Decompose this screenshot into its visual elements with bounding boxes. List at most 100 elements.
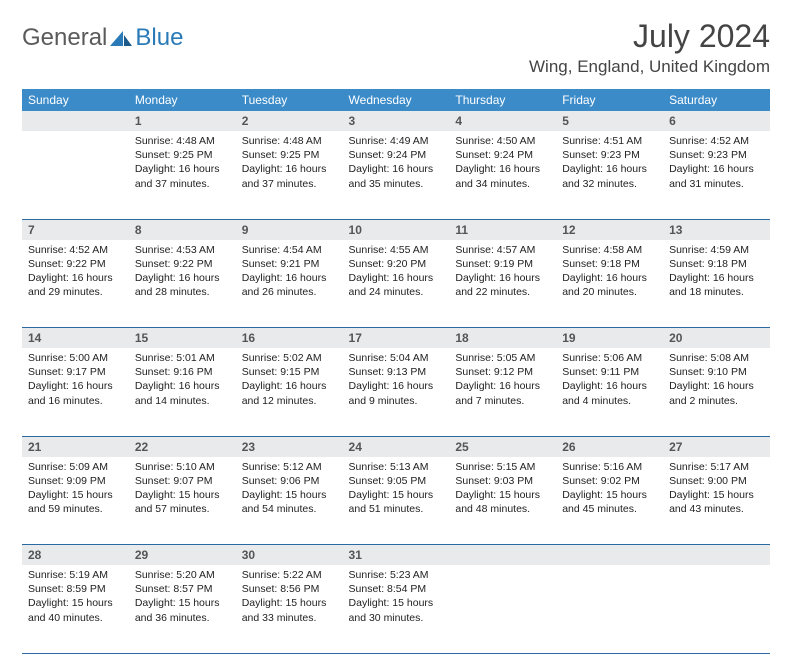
day-details: Sunrise: 5:23 AMSunset: 8:54 PMDaylight:…: [343, 565, 450, 631]
day-cell: [663, 565, 770, 653]
week-row: Sunrise: 5:00 AMSunset: 9:17 PMDaylight:…: [22, 348, 770, 436]
day-details: Sunrise: 4:49 AMSunset: 9:24 PMDaylight:…: [343, 131, 450, 197]
day-number: 26: [556, 436, 663, 457]
calendar-table: Sunday Monday Tuesday Wednesday Thursday…: [22, 89, 770, 654]
day-details: Sunrise: 4:58 AMSunset: 9:18 PMDaylight:…: [556, 240, 663, 306]
day-cell: Sunrise: 5:01 AMSunset: 9:16 PMDaylight:…: [129, 348, 236, 436]
day-details: Sunrise: 5:09 AMSunset: 9:09 PMDaylight:…: [22, 457, 129, 523]
day-cell: Sunrise: 5:15 AMSunset: 9:03 PMDaylight:…: [449, 457, 556, 545]
day-number: 19: [556, 328, 663, 349]
day-details: Sunrise: 5:00 AMSunset: 9:17 PMDaylight:…: [22, 348, 129, 414]
day-number: 1: [129, 111, 236, 131]
brand-text-blue: Blue: [135, 24, 183, 52]
day-details: Sunrise: 5:16 AMSunset: 9:02 PMDaylight:…: [556, 457, 663, 523]
day-details: Sunrise: 5:04 AMSunset: 9:13 PMDaylight:…: [343, 348, 450, 414]
day-number: 13: [663, 219, 770, 240]
day-number: 20: [663, 328, 770, 349]
day-number: 22: [129, 436, 236, 457]
day-header-row: Sunday Monday Tuesday Wednesday Thursday…: [22, 89, 770, 111]
day-number: 27: [663, 436, 770, 457]
day-cell: Sunrise: 5:00 AMSunset: 9:17 PMDaylight:…: [22, 348, 129, 436]
day-number: 6: [663, 111, 770, 131]
week-row: Sunrise: 4:52 AMSunset: 9:22 PMDaylight:…: [22, 240, 770, 328]
day-number: 25: [449, 436, 556, 457]
day-header: Saturday: [663, 89, 770, 111]
day-details: Sunrise: 5:02 AMSunset: 9:15 PMDaylight:…: [236, 348, 343, 414]
day-number: 16: [236, 328, 343, 349]
day-cell: Sunrise: 5:19 AMSunset: 8:59 PMDaylight:…: [22, 565, 129, 653]
day-number: 28: [22, 545, 129, 566]
day-number: [449, 545, 556, 566]
day-number: 14: [22, 328, 129, 349]
day-number: 23: [236, 436, 343, 457]
day-cell: [556, 565, 663, 653]
day-cell: Sunrise: 4:49 AMSunset: 9:24 PMDaylight:…: [343, 131, 450, 219]
daynum-row: 14151617181920: [22, 328, 770, 349]
week-row: Sunrise: 4:48 AMSunset: 9:25 PMDaylight:…: [22, 131, 770, 219]
day-number: 12: [556, 219, 663, 240]
day-details: Sunrise: 5:17 AMSunset: 9:00 PMDaylight:…: [663, 457, 770, 523]
day-cell: Sunrise: 4:48 AMSunset: 9:25 PMDaylight:…: [129, 131, 236, 219]
daynum-row: 21222324252627: [22, 436, 770, 457]
day-number: [663, 545, 770, 566]
day-header: Thursday: [449, 89, 556, 111]
location-text: Wing, England, United Kingdom: [529, 57, 770, 77]
day-cell: Sunrise: 4:54 AMSunset: 9:21 PMDaylight:…: [236, 240, 343, 328]
day-details: Sunrise: 5:22 AMSunset: 8:56 PMDaylight:…: [236, 565, 343, 631]
day-header: Wednesday: [343, 89, 450, 111]
day-cell: Sunrise: 5:20 AMSunset: 8:57 PMDaylight:…: [129, 565, 236, 653]
day-number: 9: [236, 219, 343, 240]
day-cell: Sunrise: 5:23 AMSunset: 8:54 PMDaylight:…: [343, 565, 450, 653]
day-cell: Sunrise: 4:48 AMSunset: 9:25 PMDaylight:…: [236, 131, 343, 219]
day-number: 11: [449, 219, 556, 240]
day-header: Monday: [129, 89, 236, 111]
brand-logo: General Blue: [22, 18, 183, 52]
day-cell: Sunrise: 4:51 AMSunset: 9:23 PMDaylight:…: [556, 131, 663, 219]
day-details: Sunrise: 4:51 AMSunset: 9:23 PMDaylight:…: [556, 131, 663, 197]
day-cell: Sunrise: 5:09 AMSunset: 9:09 PMDaylight:…: [22, 457, 129, 545]
day-number: 15: [129, 328, 236, 349]
day-number: 17: [343, 328, 450, 349]
brand-text-general: General: [22, 24, 107, 52]
day-cell: Sunrise: 5:13 AMSunset: 9:05 PMDaylight:…: [343, 457, 450, 545]
day-header: Tuesday: [236, 89, 343, 111]
day-cell: [22, 131, 129, 219]
day-cell: Sunrise: 5:02 AMSunset: 9:15 PMDaylight:…: [236, 348, 343, 436]
day-details: Sunrise: 5:13 AMSunset: 9:05 PMDaylight:…: [343, 457, 450, 523]
day-details: Sunrise: 4:54 AMSunset: 9:21 PMDaylight:…: [236, 240, 343, 306]
day-number: 24: [343, 436, 450, 457]
day-cell: Sunrise: 5:08 AMSunset: 9:10 PMDaylight:…: [663, 348, 770, 436]
day-details: Sunrise: 5:05 AMSunset: 9:12 PMDaylight:…: [449, 348, 556, 414]
day-number: 5: [556, 111, 663, 131]
day-cell: Sunrise: 4:57 AMSunset: 9:19 PMDaylight:…: [449, 240, 556, 328]
day-details: Sunrise: 5:01 AMSunset: 9:16 PMDaylight:…: [129, 348, 236, 414]
day-number: 21: [22, 436, 129, 457]
day-cell: Sunrise: 4:52 AMSunset: 9:23 PMDaylight:…: [663, 131, 770, 219]
brand-triangle-icon: [109, 29, 133, 47]
day-header: Sunday: [22, 89, 129, 111]
day-number: 18: [449, 328, 556, 349]
day-details: Sunrise: 5:20 AMSunset: 8:57 PMDaylight:…: [129, 565, 236, 631]
header: General Blue July 2024 Wing, England, Un…: [22, 18, 770, 77]
day-cell: Sunrise: 5:10 AMSunset: 9:07 PMDaylight:…: [129, 457, 236, 545]
title-block: July 2024 Wing, England, United Kingdom: [529, 18, 770, 77]
day-number: 3: [343, 111, 450, 131]
daynum-row: 28293031: [22, 545, 770, 566]
day-cell: [449, 565, 556, 653]
day-number: 7: [22, 219, 129, 240]
page-title: July 2024: [529, 18, 770, 55]
day-cell: Sunrise: 4:50 AMSunset: 9:24 PMDaylight:…: [449, 131, 556, 219]
day-details: Sunrise: 4:59 AMSunset: 9:18 PMDaylight:…: [663, 240, 770, 306]
day-cell: Sunrise: 4:59 AMSunset: 9:18 PMDaylight:…: [663, 240, 770, 328]
day-number: 29: [129, 545, 236, 566]
day-number: 4: [449, 111, 556, 131]
day-details: Sunrise: 4:48 AMSunset: 9:25 PMDaylight:…: [129, 131, 236, 197]
day-cell: Sunrise: 5:16 AMSunset: 9:02 PMDaylight:…: [556, 457, 663, 545]
day-cell: Sunrise: 5:06 AMSunset: 9:11 PMDaylight:…: [556, 348, 663, 436]
day-number: 10: [343, 219, 450, 240]
day-cell: Sunrise: 5:04 AMSunset: 9:13 PMDaylight:…: [343, 348, 450, 436]
day-number: 2: [236, 111, 343, 131]
daynum-row: 123456: [22, 111, 770, 131]
day-details: Sunrise: 5:10 AMSunset: 9:07 PMDaylight:…: [129, 457, 236, 523]
day-cell: Sunrise: 4:52 AMSunset: 9:22 PMDaylight:…: [22, 240, 129, 328]
